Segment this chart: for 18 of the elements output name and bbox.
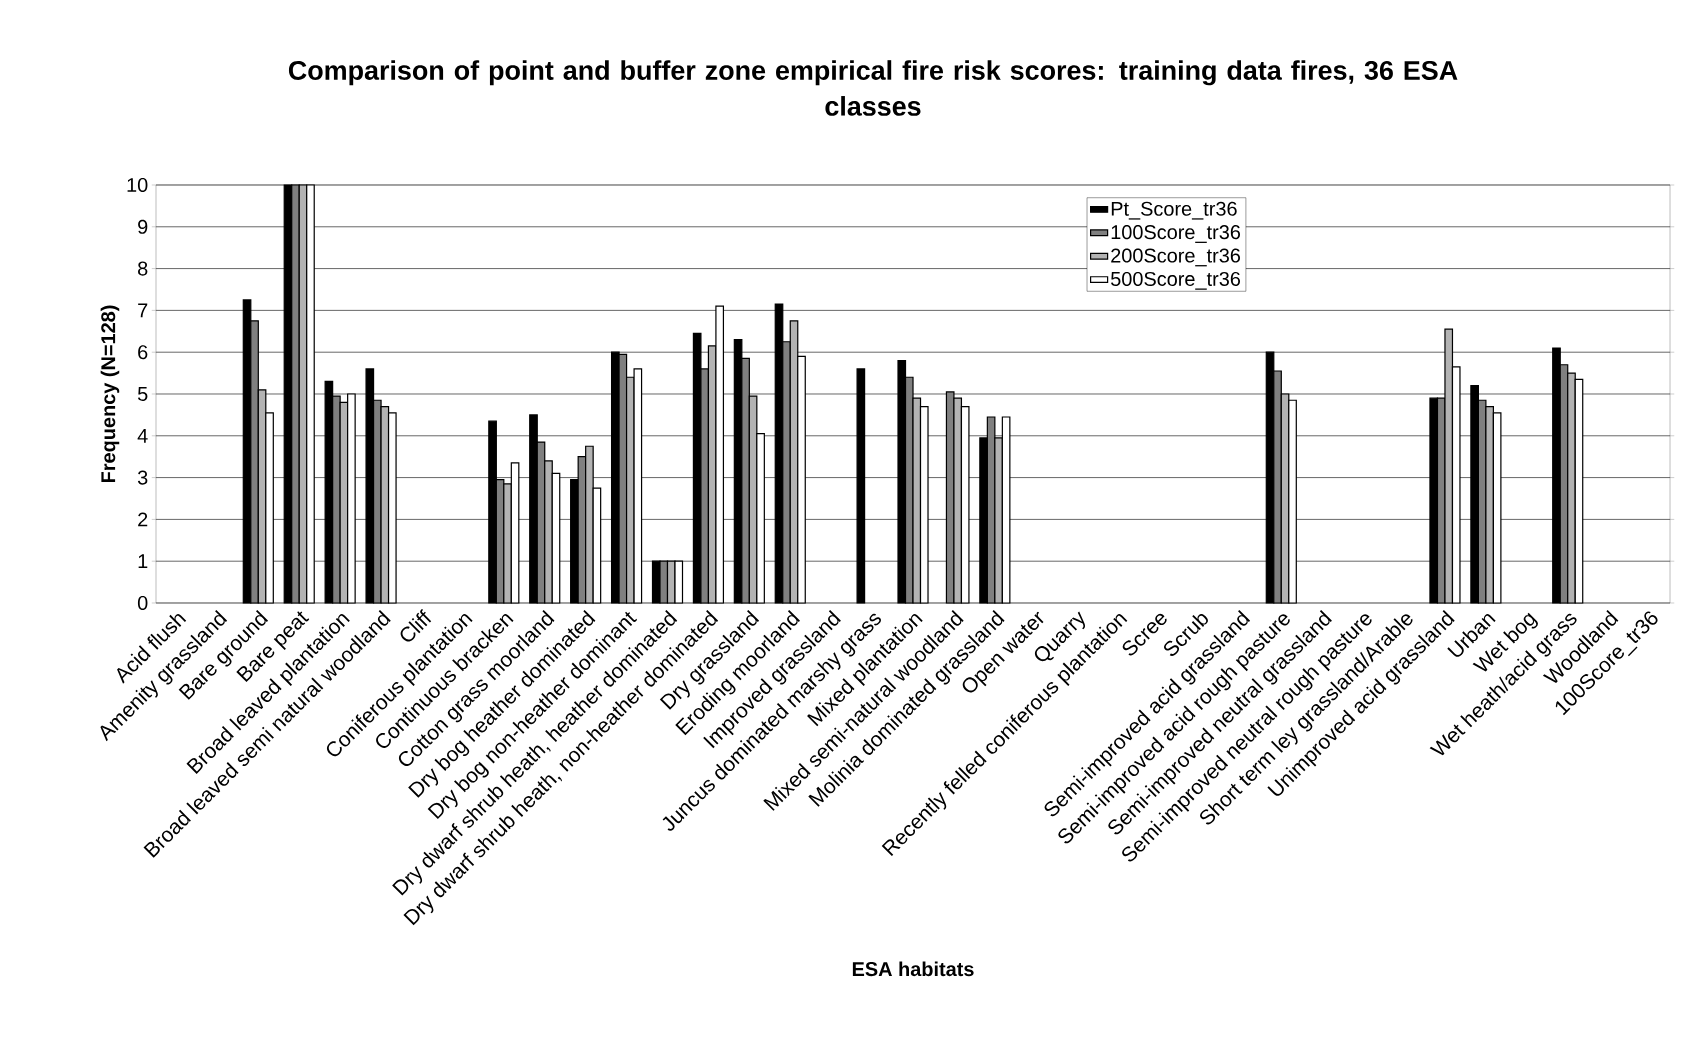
y-tick-label: 2 [138,512,148,527]
y-axis-title: Frequency (N=128) [100,305,120,483]
y-tick-label: 6 [138,345,148,360]
legend-label: 500Score_tr36 [1111,271,1241,290]
legend-label: 100Score_tr36 [1111,225,1241,243]
y-tick-label: 1 [138,554,148,569]
legend-label: 200Score_tr36 [1111,248,1241,267]
y-tick-label: 3 [137,470,148,485]
chart-title: Comparison of point and buffer zone empirical fire risk scores: training data fires, 36 ESA classes [288,60,1458,116]
y-tick-label: 10 [127,177,148,193]
y-tick-label: 9 [138,219,148,234]
y-tick-label: 7 [138,303,148,318]
legend-label: Pt_Score_tr36 [1111,201,1237,220]
y-tick-label: 0 [137,595,148,611]
x-axis-title: ESA habitats [852,961,974,977]
y-tick-label: 8 [138,261,148,276]
y-tick-label: 5 [137,387,148,401]
y-tick-label: 4 [137,428,148,443]
